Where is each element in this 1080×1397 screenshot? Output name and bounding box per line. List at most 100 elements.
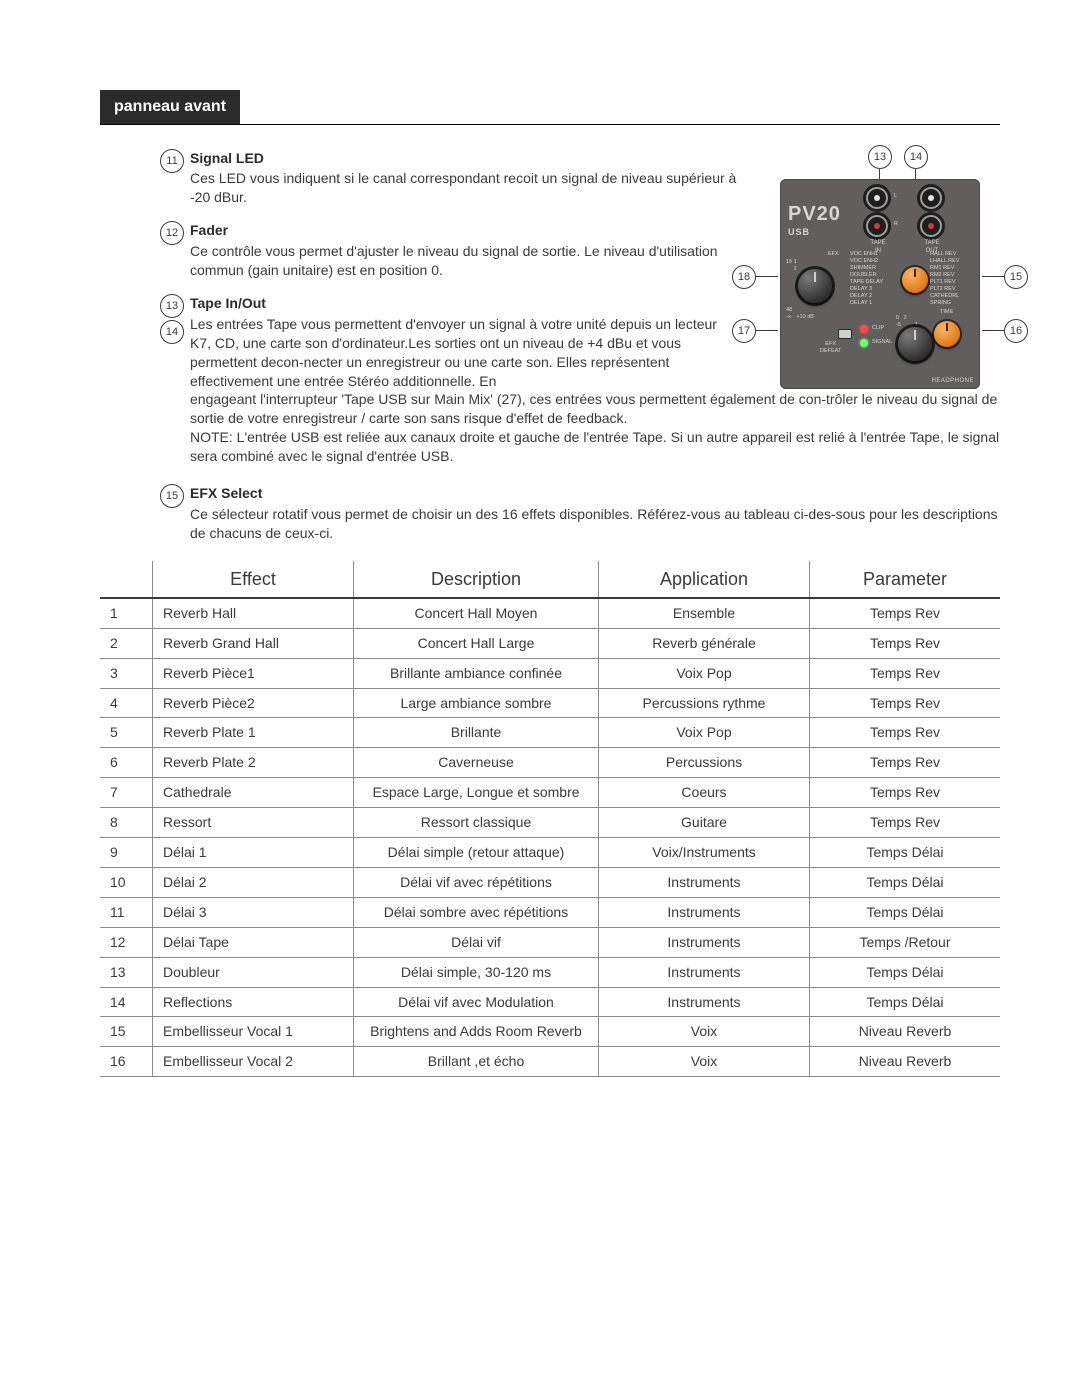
callout-13b: 13 [160,294,184,318]
table-cell: Brillant ,et écho [354,1047,599,1077]
table-row: 4Reverb Pièce2Large ambiance sombrePercu… [100,688,1000,718]
table-cell: 12 [100,927,153,957]
table-cell: 3 [100,658,153,688]
table-cell: Instruments [599,957,810,987]
table-cell: Voix [599,1047,810,1077]
table-cell: Cathedrale [153,778,354,808]
item-fader: 12 Fader Ce contrôle vous permet d'ajust… [190,221,1000,280]
table-cell: 4 [100,688,153,718]
table-row: 2Reverb Grand HallConcert Hall LargeReve… [100,628,1000,658]
item-para: Ces LED vous indiquent si le canal corre… [190,169,1000,207]
table-cell: Niveau Reverb [810,1017,1001,1047]
table-cell: Reverb Pièce1 [153,658,354,688]
table-row: 1Reverb HallConcert Hall MoyenEnsembleTe… [100,598,1000,628]
table-cell: 13 [100,957,153,987]
table-cell: Temps Rev [810,718,1001,748]
table-cell: Brightens and Adds Room Reverb [354,1017,599,1047]
table-cell: Embellisseur Vocal 2 [153,1047,354,1077]
table-cell: Délai Tape [153,927,354,957]
item-signal-led: 11 Signal LED Ces LED vous indiquent si … [190,149,1000,208]
table-cell: Percussions [599,748,810,778]
table-cell: Instruments [599,927,810,957]
table-row: 10Délai 2Délai vif avec répétitionsInstr… [100,867,1000,897]
table-cell: Ensemble [599,598,810,628]
table-cell: Temps Délai [810,957,1001,987]
table-cell: 14 [100,987,153,1017]
callout-11: 11 [160,149,184,173]
col-num [100,561,153,598]
body: 13 14 18 17 15 16 PV20 USB TAPE IN [100,149,1000,1078]
table-cell: Reflections [153,987,354,1017]
table-cell: Temps Rev [810,778,1001,808]
table-cell: Instruments [599,987,810,1017]
table-row: 6Reverb Plate 2CaverneusePercussionsTemp… [100,748,1000,778]
item-tape-in-out: 13 14 Tape In/Out Les entrées Tape vous … [190,294,1000,466]
item-para: Les entrées Tape vous permettent d'envoy… [190,315,1000,428]
item-note: NOTE: L'entrée USB est reliée aux canaux… [190,428,1000,466]
item-title: Fader [190,221,1000,240]
table-cell: Concert Hall Large [354,628,599,658]
table-row: 13DoubleurDélai simple, 30-120 msInstrum… [100,957,1000,987]
effects-table: Effect Description Application Parameter… [100,561,1000,1078]
table-cell: Concert Hall Moyen [354,598,599,628]
section-tab: panneau avant [100,90,240,124]
table-cell: Caverneuse [354,748,599,778]
table-row: 14ReflectionsDélai vif avec ModulationIn… [100,987,1000,1017]
table-cell: Délai vif [354,927,599,957]
table-cell: Temps Rev [810,688,1001,718]
table-cell: Temps Délai [810,867,1001,897]
table-cell: Embellisseur Vocal 1 [153,1017,354,1047]
table-row: 12Délai TapeDélai vifInstrumentsTemps /R… [100,927,1000,957]
item-title: EFX Select [190,484,1000,503]
table-cell: Voix [599,1017,810,1047]
item-title: Signal LED [190,149,1000,168]
table-row: 8RessortRessort classiqueGuitareTemps Re… [100,808,1000,838]
table-row: 9Délai 1Délai simple (retour attaque)Voi… [100,838,1000,868]
table-cell: Reverb Plate 2 [153,748,354,778]
table-cell: Ressort classique [354,808,599,838]
item-efx-select: 15 EFX Select Ce sélecteur rotatif vous … [190,484,1000,543]
table-cell: Temps Rev [810,598,1001,628]
table-cell: Délai simple (retour attaque) [354,838,599,868]
callout-16: 16 [1004,319,1028,343]
table-cell: 9 [100,838,153,868]
table-row: 3Reverb Pièce1Brillante ambiance confiné… [100,658,1000,688]
table-cell: Reverb Grand Hall [153,628,354,658]
table-cell: Reverb Hall [153,598,354,628]
callout-15b: 15 [160,484,184,508]
table-cell: Délai sombre avec répétitions [354,897,599,927]
item-para: Ce sélecteur rotatif vous permet de choi… [190,505,1000,543]
table-cell: Temps Délai [810,897,1001,927]
table-cell: Temps Rev [810,748,1001,778]
table-cell: Brillante ambiance confinée [354,658,599,688]
table-cell: Reverb Pièce2 [153,688,354,718]
table-cell: Ressort [153,808,354,838]
callout-15: 15 [1004,265,1028,289]
item-para: Ce contrôle vous permet d'ajuster le niv… [190,242,1000,280]
table-body: 1Reverb HallConcert Hall MoyenEnsembleTe… [100,598,1000,1077]
table-cell: 8 [100,808,153,838]
table-cell: 2 [100,628,153,658]
table-cell: Délai simple, 30-120 ms [354,957,599,987]
table-cell: Reverb générale [599,628,810,658]
table-cell: Espace Large, Longue et sombre [354,778,599,808]
col-application: Application [599,561,810,598]
table-head: Effect Description Application Parameter [100,561,1000,598]
table-cell: Large ambiance sombre [354,688,599,718]
col-parameter: Parameter [810,561,1001,598]
table-cell: 16 [100,1047,153,1077]
table-cell: 11 [100,897,153,927]
table-cell: 15 [100,1017,153,1047]
table-cell: Guitare [599,808,810,838]
table-cell: Percussions rythme [599,688,810,718]
table-cell: Temps Rev [810,808,1001,838]
callout-14b: 14 [160,320,184,344]
manual-page: panneau avant 13 14 18 17 15 16 PV20 USB [0,0,1080,1397]
table-cell: Temps /Retour [810,927,1001,957]
table-cell: Voix Pop [599,658,810,688]
item-title: Tape In/Out [190,294,1000,313]
table-row: 7CathedraleEspace Large, Longue et sombr… [100,778,1000,808]
table-cell: Voix Pop [599,718,810,748]
table-cell: Instruments [599,867,810,897]
table-cell: 7 [100,778,153,808]
